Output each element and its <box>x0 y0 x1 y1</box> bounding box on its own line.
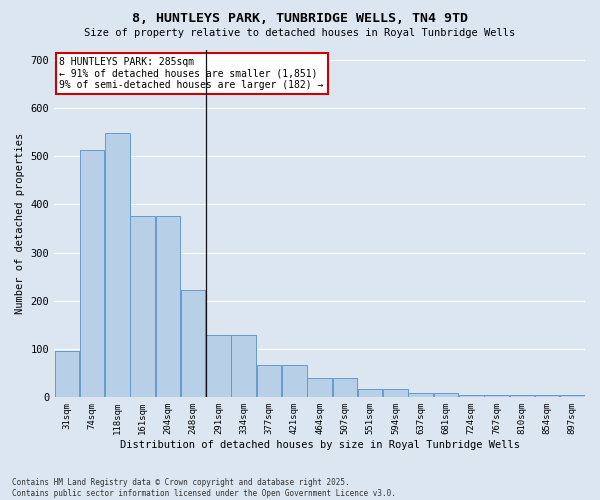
Y-axis label: Number of detached properties: Number of detached properties <box>15 133 25 314</box>
Bar <box>434 392 458 398</box>
Bar <box>459 395 484 398</box>
Text: 8, HUNTLEYS PARK, TUNBRIDGE WELLS, TN4 9TD: 8, HUNTLEYS PARK, TUNBRIDGE WELLS, TN4 9… <box>132 12 468 26</box>
Bar <box>509 395 534 398</box>
Bar <box>484 395 509 398</box>
Bar <box>80 150 104 398</box>
Text: 8 HUNTLEYS PARK: 285sqm
← 91% of detached houses are smaller (1,851)
9% of semi-: 8 HUNTLEYS PARK: 285sqm ← 91% of detache… <box>59 57 324 90</box>
Bar <box>130 216 155 398</box>
Bar <box>55 350 79 398</box>
Text: Size of property relative to detached houses in Royal Tunbridge Wells: Size of property relative to detached ho… <box>85 28 515 38</box>
Bar <box>409 392 433 398</box>
Bar <box>257 364 281 398</box>
Bar <box>105 133 130 398</box>
Bar <box>560 395 584 398</box>
Bar <box>206 334 231 398</box>
Text: Contains HM Land Registry data © Crown copyright and database right 2025.
Contai: Contains HM Land Registry data © Crown c… <box>12 478 396 498</box>
Bar <box>383 388 407 398</box>
Bar <box>181 290 205 398</box>
Bar <box>535 395 559 398</box>
Bar <box>155 216 180 398</box>
Bar <box>358 388 382 398</box>
Bar <box>232 334 256 398</box>
Bar <box>307 378 332 398</box>
X-axis label: Distribution of detached houses by size in Royal Tunbridge Wells: Distribution of detached houses by size … <box>119 440 520 450</box>
Bar <box>332 378 357 398</box>
Bar <box>282 364 307 398</box>
